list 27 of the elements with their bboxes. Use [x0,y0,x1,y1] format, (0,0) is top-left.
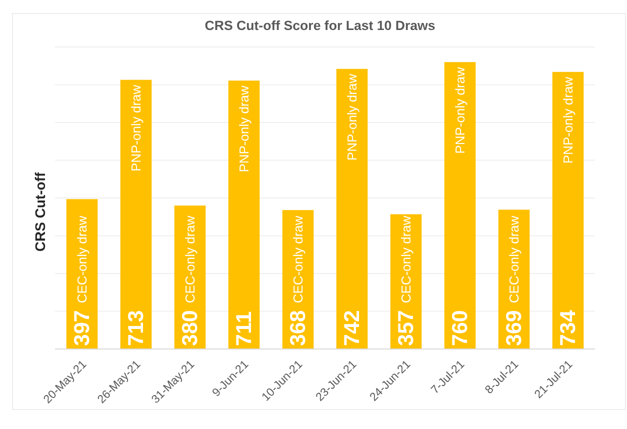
annotation: CEC-only draw [290,215,306,304]
data-label: 380 [178,310,202,346]
data-label: 734 [556,310,580,346]
bar [120,80,152,349]
data-label: 397 [70,310,94,346]
annotation: PNP-only draw [452,66,468,154]
annotation: PNP-only draw [128,84,144,172]
annotation: PNP-only draw [560,76,576,164]
data-label: 760 [448,310,472,346]
data-label: 711 [232,311,256,346]
annotation: PNP-only draw [236,84,252,172]
annotation: CEC-only draw [74,215,90,304]
data-label: 369 [502,310,526,346]
data-label: 357 [394,310,418,346]
annotation: CEC-only draw [182,215,198,304]
bar [336,68,368,349]
annotation: CEC-only draw [398,215,414,304]
bar [444,62,476,349]
bar [552,72,584,349]
chart-title: CRS Cut-off Score for Last 10 Draws [204,18,436,33]
data-label: 742 [340,310,364,346]
data-label: 368 [286,310,310,346]
y-axis-title: CRS Cut-off [32,172,48,252]
annotation: PNP-only draw [344,73,360,161]
bar [228,80,260,349]
data-label: 713 [124,310,148,346]
annotation: CEC-only draw [506,215,522,304]
